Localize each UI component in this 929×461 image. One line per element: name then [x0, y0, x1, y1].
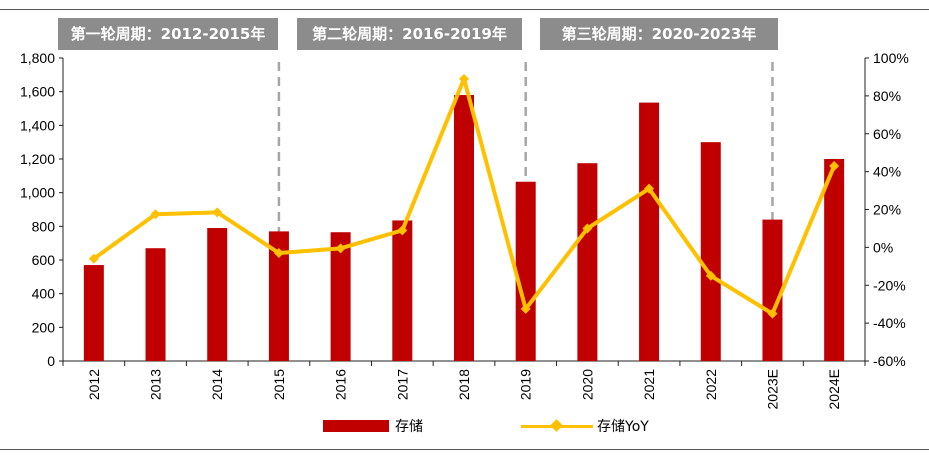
x-tick-label: 2014 — [209, 369, 225, 400]
x-tick-label: 2024E — [826, 369, 842, 409]
x-tick-label: 2021 — [641, 369, 657, 400]
left-tick-label: 600 — [32, 252, 56, 268]
left-tick-label: 0 — [47, 353, 55, 369]
bar — [145, 248, 166, 361]
yoy-point — [520, 303, 531, 314]
legend-line-label: 存储YoY — [597, 419, 649, 435]
bottom-rule — [0, 449, 929, 450]
x-tick-label: 2013 — [148, 369, 164, 400]
left-tick-label: 1,600 — [20, 84, 55, 100]
yoy-point — [644, 183, 655, 194]
left-tick-label: 1,200 — [20, 151, 55, 167]
left-tick-label: 1,400 — [20, 117, 55, 133]
bar — [824, 159, 845, 361]
bar — [762, 219, 783, 361]
yoy-point — [582, 223, 593, 234]
left-tick-label: 400 — [32, 286, 56, 302]
legend-item-bar: 存储 — [323, 414, 423, 438]
x-tick-label: 2016 — [333, 369, 349, 400]
legend-line-swatch — [521, 419, 593, 432]
left-tick-label: 1,800 — [20, 50, 55, 66]
yoy-point — [705, 270, 716, 281]
x-tick-label: 2023E — [764, 369, 780, 409]
right-tick-label: 0% — [873, 239, 893, 255]
yoy-point — [88, 253, 99, 264]
bar — [330, 232, 351, 361]
yoy-point — [459, 73, 469, 84]
cycle-banner-2: 第二轮周期：2016-2019年 — [297, 18, 522, 50]
bar — [83, 265, 104, 361]
right-tick-label: -60% — [873, 353, 906, 369]
x-tick-label: 2022 — [703, 369, 719, 400]
yoy-point — [335, 243, 346, 254]
right-tick-label: 80% — [873, 88, 901, 104]
bar — [577, 163, 598, 361]
yoy-point — [212, 207, 223, 218]
yoy-point — [829, 160, 840, 171]
x-tick-label: 2019 — [518, 369, 534, 400]
x-tick-label: 2012 — [86, 369, 102, 400]
right-tick-label: -20% — [873, 277, 906, 293]
right-tick-label: 40% — [873, 164, 901, 180]
x-tick-label: 2018 — [456, 369, 472, 400]
legend-item-line: 存储YoY — [521, 414, 649, 438]
legend-bar-label: 存储 — [395, 419, 423, 435]
cycle-banner-1: 第一轮周期：2012-2015年 — [58, 18, 278, 50]
right-tick-label: 100% — [873, 50, 909, 66]
left-tick-label: 800 — [32, 218, 56, 234]
bar — [392, 220, 413, 361]
legend-bar-swatch — [323, 420, 389, 432]
right-tick-label: 20% — [873, 202, 901, 218]
left-tick-label: 1,000 — [20, 185, 55, 201]
bar — [207, 228, 228, 361]
cycle-banner-3: 第三轮周期：2020-2023年 — [540, 18, 778, 50]
top-rule — [0, 9, 929, 10]
yoy-point — [767, 308, 778, 319]
yoy-point — [150, 209, 161, 220]
yoy-point — [273, 248, 284, 259]
bar — [700, 142, 721, 361]
right-tick-label: -40% — [873, 315, 906, 331]
x-tick-label: 2017 — [394, 369, 410, 400]
bar — [639, 102, 660, 361]
x-tick-label: 2020 — [579, 369, 595, 400]
bar — [515, 181, 536, 361]
bar — [268, 231, 289, 361]
left-tick-label: 200 — [32, 319, 56, 335]
bar — [454, 95, 474, 362]
yoy-point — [397, 225, 408, 236]
right-tick-label: 60% — [873, 126, 901, 142]
x-tick-label: 2015 — [271, 369, 287, 400]
